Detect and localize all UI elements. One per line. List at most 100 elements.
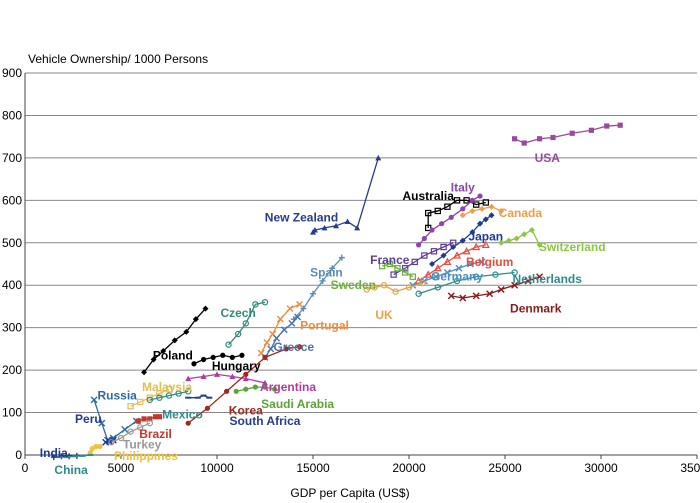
data-point xyxy=(273,334,281,342)
data-point xyxy=(498,207,505,214)
series-line-netherlands xyxy=(418,271,515,295)
data-point xyxy=(224,388,230,394)
series-new-zealand xyxy=(310,154,382,235)
series-label-germany: Germany xyxy=(431,270,483,284)
x-tick-label: 35000 xyxy=(680,461,700,475)
data-point xyxy=(472,292,480,300)
x-tick-label: 20000 xyxy=(392,461,426,475)
series-canada xyxy=(459,203,505,219)
series-label-japan: Japan xyxy=(468,229,503,243)
data-point xyxy=(98,419,106,427)
series-australia xyxy=(425,197,490,232)
data-point xyxy=(239,352,245,358)
data-point xyxy=(469,197,475,203)
series-label-russia: Russia xyxy=(97,389,137,403)
data-point xyxy=(449,239,457,246)
data-point xyxy=(421,235,427,242)
data-point xyxy=(294,313,302,321)
series-portugal xyxy=(257,300,304,357)
series-label-mexico: Mexico xyxy=(162,408,203,422)
data-point xyxy=(416,242,422,248)
data-point xyxy=(252,301,259,308)
series-label-spain: Spain xyxy=(310,265,343,279)
data-point xyxy=(375,154,382,161)
x-tick-label: 10000 xyxy=(200,461,234,475)
data-point xyxy=(511,269,518,276)
series-layer xyxy=(50,122,623,461)
series-label-turkey: Turkey xyxy=(123,437,162,451)
series-south-africa xyxy=(185,394,213,399)
data-point xyxy=(497,285,505,293)
data-point xyxy=(521,231,528,238)
data-point xyxy=(286,305,294,313)
data-point xyxy=(156,390,163,397)
data-point xyxy=(536,136,543,142)
data-point xyxy=(477,193,483,199)
data-point xyxy=(160,348,167,355)
data-point xyxy=(200,356,207,363)
data-point xyxy=(469,229,476,236)
series-label-portugal: Portugal xyxy=(300,319,349,333)
data-point xyxy=(121,426,129,434)
data-point xyxy=(392,288,399,295)
series-brazil xyxy=(135,414,162,424)
data-point xyxy=(146,394,153,401)
series-poland xyxy=(141,305,209,376)
data-point xyxy=(204,405,210,411)
data-point xyxy=(363,286,370,293)
data-point xyxy=(521,140,527,146)
y-tick-labels: 0 100 200 300 400 500 600 700 800 900 xyxy=(2,66,22,462)
data-point xyxy=(225,341,232,348)
y-tick-label: 0 xyxy=(15,448,22,462)
y-tick-label: 300 xyxy=(2,321,22,335)
data-point xyxy=(486,290,494,298)
data-point xyxy=(229,354,235,360)
series-label-philippines: Philippines xyxy=(114,449,178,463)
data-point xyxy=(141,416,147,422)
data-point xyxy=(419,279,426,287)
data-point xyxy=(386,260,394,268)
series-usa xyxy=(512,122,623,146)
data-point xyxy=(459,212,466,219)
data-point xyxy=(156,414,162,420)
series-label-new-zealand: New Zealand xyxy=(265,210,338,224)
data-point xyxy=(200,373,207,379)
data-point xyxy=(453,197,461,204)
data-point xyxy=(310,290,316,297)
series-belgium xyxy=(414,240,490,285)
series-label-denmark: Denmark xyxy=(510,302,562,316)
series-label-sweden: Sweden xyxy=(331,278,376,292)
data-point xyxy=(127,428,134,435)
data-point xyxy=(152,414,159,420)
data-point xyxy=(401,269,409,276)
data-point xyxy=(524,277,532,285)
data-point xyxy=(536,273,544,281)
data-point xyxy=(443,268,451,276)
data-point xyxy=(390,271,397,278)
data-point xyxy=(513,235,520,242)
data-point xyxy=(453,277,461,285)
data-point xyxy=(472,242,481,251)
series-label-poland: Poland xyxy=(153,348,193,362)
series-label-italy: Italy xyxy=(451,181,475,195)
data-point xyxy=(300,305,307,312)
x-tick-label: 30000 xyxy=(584,461,618,475)
data-point xyxy=(141,369,148,376)
y-tick-label: 800 xyxy=(2,108,22,122)
data-point xyxy=(210,354,216,360)
data-point xyxy=(202,305,209,312)
data-point xyxy=(405,284,413,291)
data-point xyxy=(262,384,268,390)
data-point xyxy=(378,262,386,270)
data-point xyxy=(473,201,480,208)
data-point xyxy=(505,237,512,244)
data-point xyxy=(93,443,99,450)
series-label-uk: UK xyxy=(375,308,393,322)
series-line-france xyxy=(393,242,454,276)
series-france xyxy=(390,239,457,278)
data-point xyxy=(528,227,535,234)
data-point xyxy=(117,434,125,442)
data-point xyxy=(89,446,95,452)
series-czech xyxy=(225,299,269,348)
